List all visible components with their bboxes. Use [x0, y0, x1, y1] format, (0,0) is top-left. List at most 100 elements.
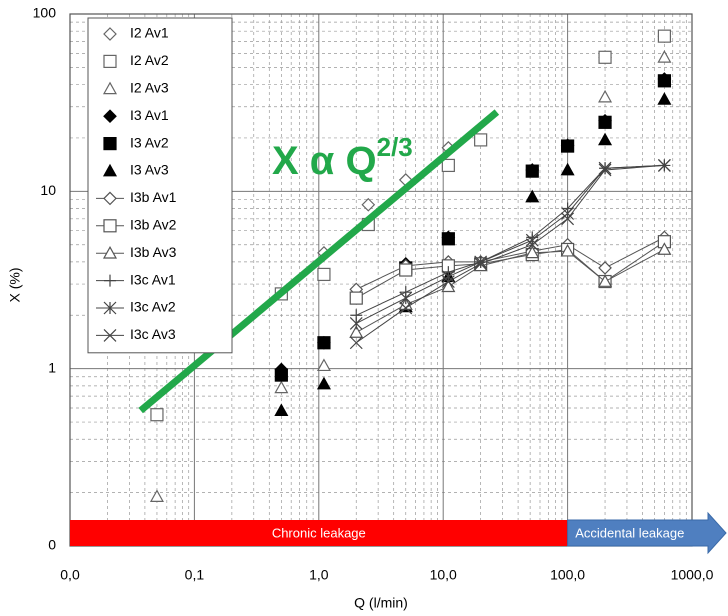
marker	[103, 54, 117, 69]
legend-label: I3 Av3	[130, 162, 169, 178]
series-line	[355, 164, 665, 344]
marker	[598, 132, 613, 146]
marker	[399, 263, 413, 277]
marker	[561, 207, 575, 220]
band-arrow	[567, 511, 727, 555]
y-axis-label: X (%)	[7, 268, 23, 303]
marker	[657, 50, 672, 63]
marker	[441, 275, 455, 288]
marker	[149, 489, 164, 502]
marker	[103, 328, 117, 342]
marker	[598, 115, 612, 129]
band-label: Chronic leakage	[272, 525, 366, 540]
x-tick-label: 10,0	[430, 567, 457, 583]
series	[349, 158, 671, 350]
marker	[657, 158, 671, 172]
marker	[441, 279, 456, 293]
marker	[598, 163, 612, 177]
marker	[102, 81, 118, 95]
series-line	[356, 164, 665, 316]
marker	[441, 232, 455, 246]
marker	[598, 50, 612, 64]
trend-annotation: X α Q2/3	[272, 132, 413, 183]
legend-label: I3 Av1	[130, 107, 169, 123]
marker	[274, 380, 289, 394]
legend-label: I3c Av1	[130, 271, 176, 287]
series-line	[356, 164, 665, 324]
marker	[317, 336, 331, 350]
legend: I2 Av1 I2 Av2 I2 Av3 I3 Av1 I3 Av2 I3 Av3 I3b …	[87, 17, 233, 354]
x-tick-label: 1,0	[309, 567, 329, 583]
marker	[561, 212, 575, 226]
marker	[361, 197, 376, 212]
marker	[274, 403, 289, 417]
x-axis-label: Q (l/min)	[354, 595, 408, 611]
legend-label: I2 Av2	[130, 52, 169, 68]
marker	[525, 245, 540, 259]
marker	[103, 137, 117, 151]
legend-label: I3c Av3	[130, 326, 176, 342]
annotation-superscript: 2/3	[377, 132, 413, 162]
series-line	[356, 249, 665, 333]
annotation-text: X α Q	[272, 139, 377, 183]
marker	[598, 274, 613, 287]
y-tick-label: 10	[40, 182, 56, 198]
band	[70, 520, 568, 546]
marker	[103, 219, 117, 233]
y-tick-label: 1	[48, 359, 56, 375]
marker	[657, 29, 672, 43]
marker	[317, 267, 331, 282]
band-label: Accidental leakage	[575, 525, 684, 540]
marker	[560, 139, 575, 153]
marker	[349, 325, 364, 338]
marker	[103, 191, 117, 206]
x-tick-label: 0,1	[185, 567, 205, 583]
marker	[598, 261, 612, 275]
marker	[316, 376, 331, 390]
legend-label: I2 Av1	[130, 25, 169, 41]
marker	[598, 89, 613, 103]
marker	[525, 189, 540, 203]
legend-label: I3b Av2	[130, 217, 177, 233]
legend-label: I3b Av3	[130, 244, 177, 260]
series	[349, 230, 672, 297]
marker	[349, 336, 363, 350]
marker	[598, 161, 612, 175]
marker	[349, 316, 363, 330]
series	[350, 159, 671, 322]
legend-label: I3b Av1	[130, 189, 177, 205]
legend-label: I3 Av2	[130, 134, 169, 150]
marker	[104, 274, 116, 287]
marker	[560, 162, 575, 176]
legend-label: I2 Av3	[130, 80, 169, 96]
legend-box	[87, 17, 233, 354]
marker	[103, 301, 117, 315]
marker	[474, 257, 488, 271]
marker	[657, 92, 672, 105]
marker	[399, 291, 413, 305]
marker	[474, 133, 488, 147]
marker	[349, 291, 363, 305]
marker	[103, 27, 117, 41]
marker	[525, 238, 539, 252]
marker	[657, 242, 672, 255]
y-tick-label: 100	[33, 5, 57, 21]
marker	[102, 163, 118, 177]
marker	[274, 368, 288, 382]
x-tick-label: 0,0	[60, 567, 80, 583]
marker	[525, 164, 539, 178]
legend-label: I3c Av2	[130, 299, 176, 315]
series	[349, 242, 672, 338]
series	[274, 74, 672, 382]
marker	[103, 109, 117, 124]
marker	[316, 358, 331, 372]
marker	[102, 245, 118, 259]
series-line	[356, 236, 665, 290]
marker	[560, 243, 575, 257]
y-tick-label: 0	[48, 537, 56, 553]
marker	[441, 158, 455, 173]
marker	[150, 408, 164, 422]
x-tick-label: 1000,0	[671, 567, 714, 583]
marker	[657, 74, 672, 88]
